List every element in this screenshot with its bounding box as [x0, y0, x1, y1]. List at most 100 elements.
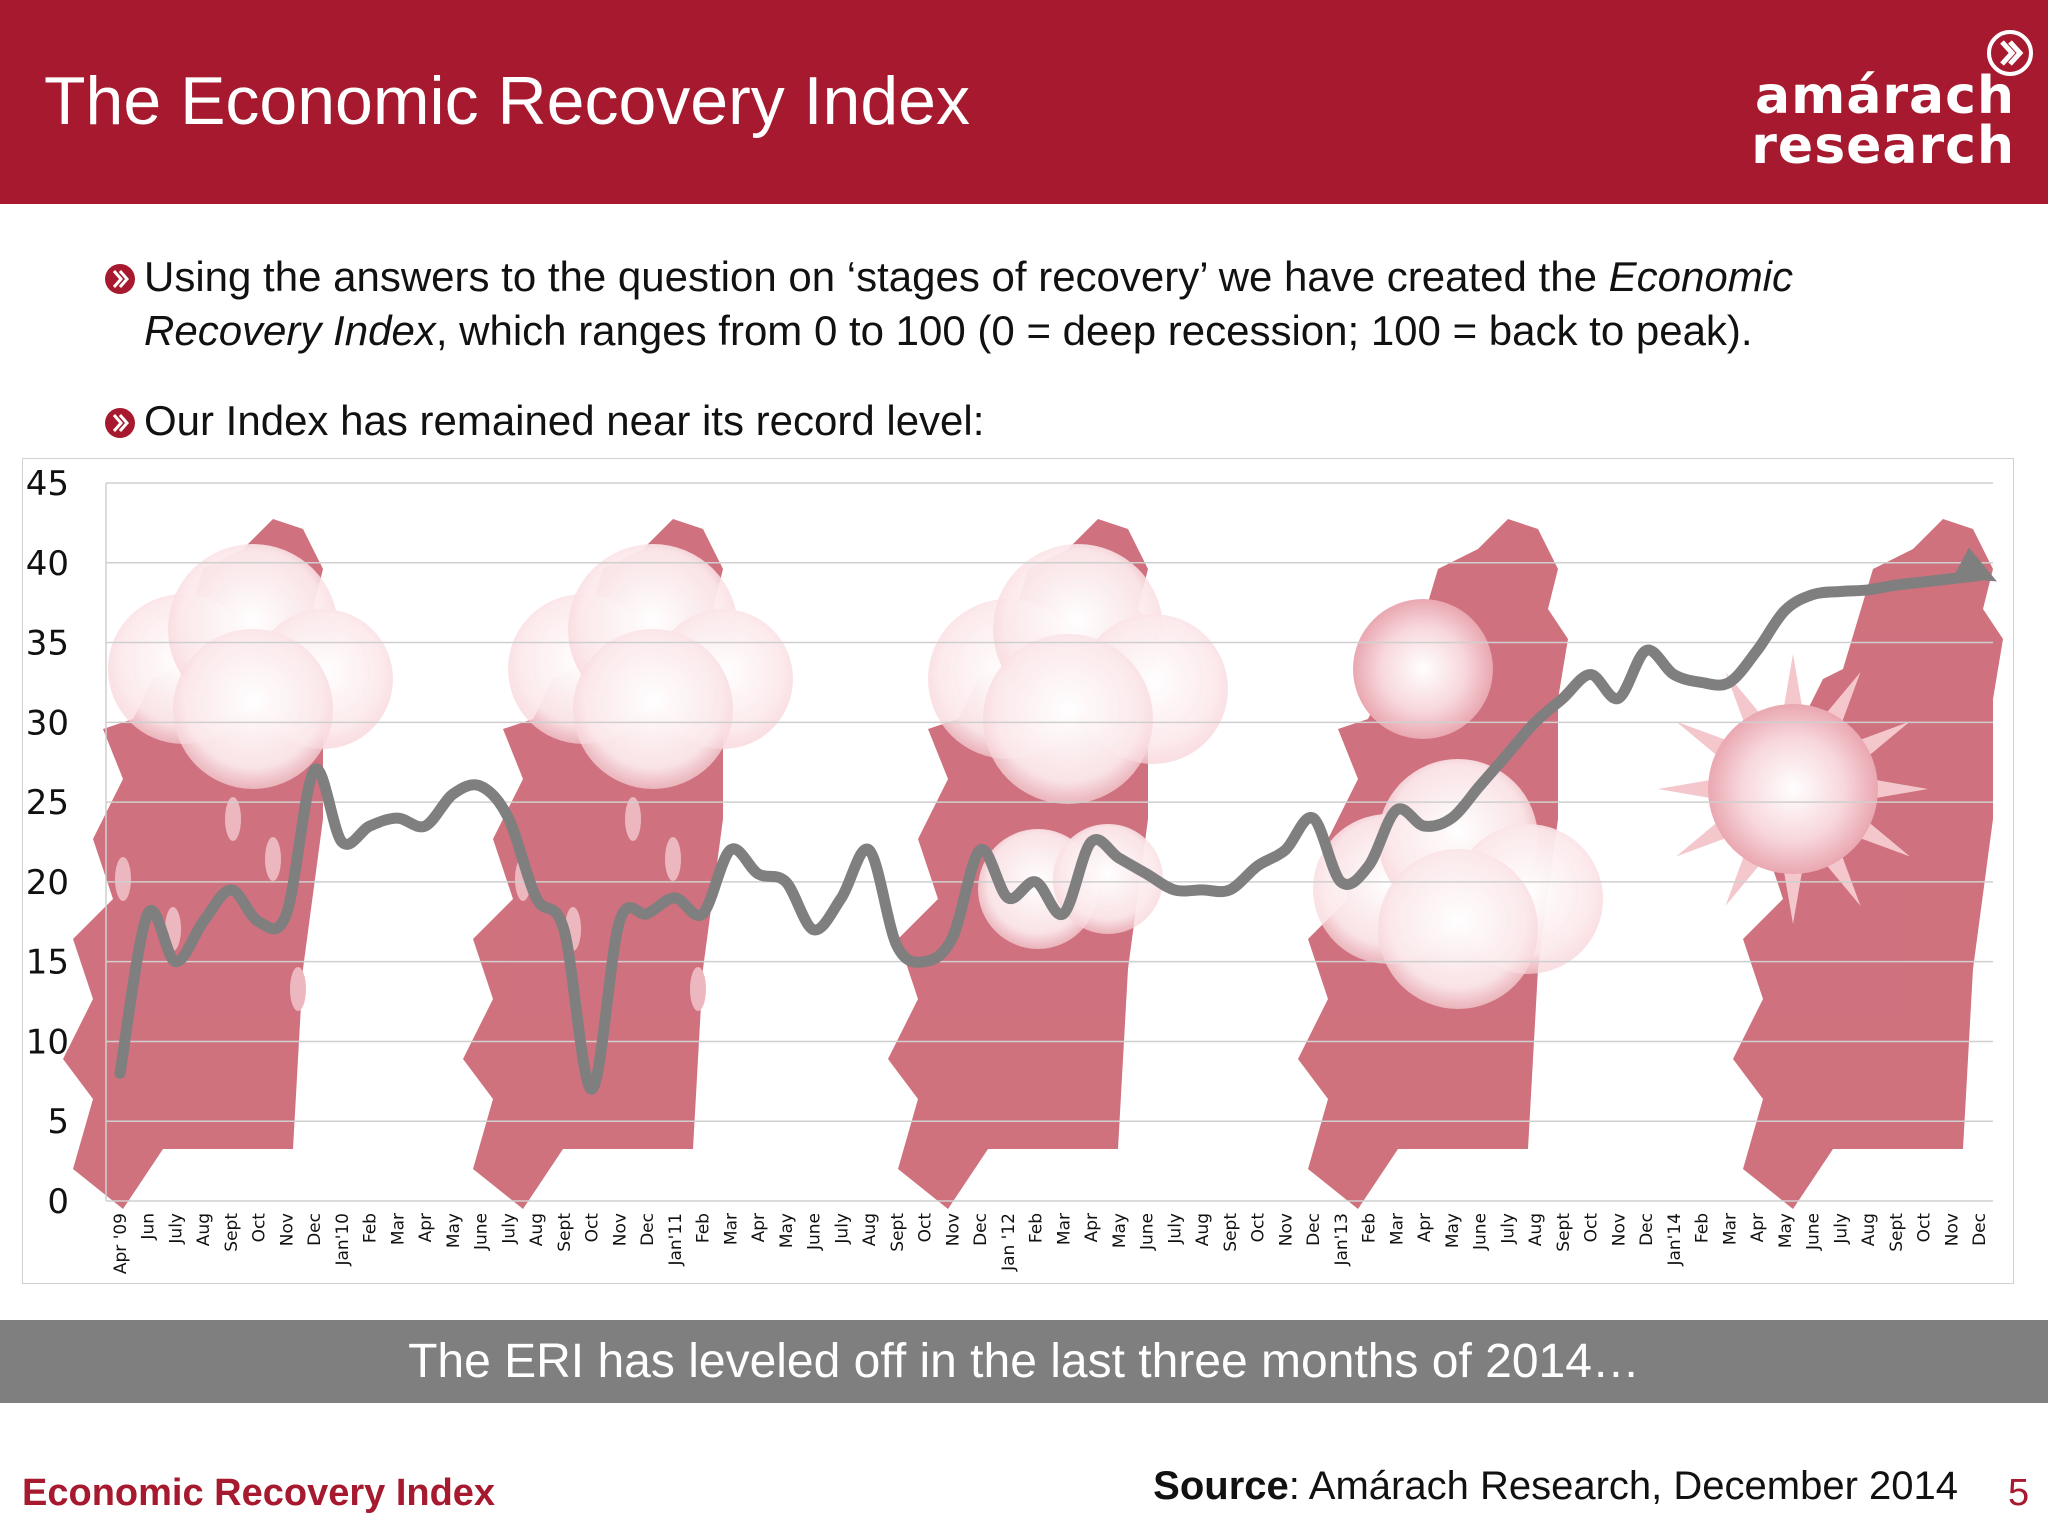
data-point: [1894, 584, 1897, 587]
x-tick-label: May: [1776, 1213, 1796, 1248]
x-tick-label: Oct: [1582, 1213, 1602, 1243]
bullet-text-emphasis: Recovery Index: [144, 307, 436, 354]
bullet-text-emphasis: Economic: [1608, 253, 1794, 300]
bullet-text: Using the answers to the question on ‘st…: [144, 250, 1793, 358]
x-tick-label: Feb: [361, 1213, 381, 1243]
slide-title: The Economic Recovery Index: [44, 63, 970, 139]
sun-icon: [1353, 599, 1493, 739]
data-point: [951, 936, 954, 939]
y-tick-label: 0: [47, 1182, 69, 1222]
map-rain-icon: [63, 519, 393, 1209]
y-tick-label: 10: [26, 1022, 69, 1062]
bullet-text-part: , which ranges from 0 to 100 (0 = deep r…: [435, 307, 1753, 354]
ireland-map-shape: [1733, 519, 2003, 1209]
data-point: [1201, 888, 1204, 891]
y-tick-label: 40: [26, 544, 69, 584]
eri-series: [114, 547, 1997, 1095]
data-point: [1117, 856, 1120, 859]
data-point: [562, 928, 565, 931]
data-point: [535, 896, 538, 899]
map-cloud-icon: [888, 519, 1228, 1209]
x-tick-label: Aug: [860, 1213, 880, 1246]
x-tick-label: July: [499, 1213, 519, 1245]
data-point: [1228, 888, 1231, 891]
x-tick-label: Sept: [222, 1213, 242, 1252]
raindrop-icon: [115, 857, 131, 901]
x-tick-label: Dec: [638, 1213, 658, 1246]
data-point: [1756, 649, 1759, 652]
x-tick-label: May: [444, 1213, 464, 1248]
data-point: [1062, 912, 1065, 915]
data-point: [1284, 848, 1287, 851]
x-tick-label: Sept: [1887, 1213, 1907, 1252]
data-point: [1700, 681, 1703, 684]
y-tick-label: 45: [26, 464, 69, 504]
x-tick-label: Apr: [416, 1213, 436, 1242]
raindrop-icon: [225, 797, 241, 841]
x-tick-label: Apr '09: [111, 1213, 131, 1274]
data-point: [451, 793, 454, 796]
logo-text-amarach: amárach: [1755, 66, 2015, 126]
raindrop-icon: [665, 837, 681, 881]
x-axis-ticks: Apr '09 Jun July Aug Sept Oct Nov Dec Jan'10 Feb M…: [111, 1213, 1990, 1274]
x-tick-label: Oct: [250, 1213, 270, 1243]
x-tick-label: Dec: [1304, 1213, 1324, 1246]
data-point: [1534, 721, 1537, 724]
data-point: [202, 920, 205, 923]
x-tick-label: Apr: [1082, 1213, 1102, 1242]
sun-ray: [1824, 672, 1861, 726]
data-point: [1672, 673, 1675, 676]
data-point: [729, 848, 732, 851]
arrowhead-icon: [1953, 547, 1997, 582]
x-tick-label: Oct: [1249, 1213, 1269, 1243]
x-tick-label: July: [1831, 1213, 1851, 1245]
data-point: [1506, 753, 1509, 756]
data-point: [396, 817, 399, 820]
x-tick-label: Sept: [888, 1213, 908, 1252]
x-tick-label: July: [1498, 1213, 1518, 1245]
x-tick-label: Feb: [1027, 1213, 1047, 1243]
sun-ray: [1856, 721, 1910, 758]
sun-ray: [1872, 779, 1928, 799]
x-tick-label: Mar: [721, 1213, 741, 1245]
data-point: [479, 785, 482, 788]
data-point: [119, 1072, 121, 1075]
data-point: [313, 769, 316, 772]
data-point: [257, 920, 260, 923]
x-tick-label: Sept: [555, 1213, 575, 1252]
data-point: [424, 825, 427, 828]
data-point: [1839, 590, 1842, 593]
bullet-chevron-icon: [105, 264, 135, 294]
title-bar: The Economic Recovery Index amárach rese…: [0, 0, 2048, 204]
footer-label: Economic Recovery Index: [22, 1472, 496, 1514]
x-tick-label: Feb: [1693, 1213, 1713, 1243]
x-tick-label: May: [1443, 1213, 1463, 1248]
x-tick-label: Dec: [971, 1213, 991, 1246]
data-point: [868, 848, 871, 851]
data-point: [923, 960, 926, 963]
x-tick-label: June: [472, 1213, 492, 1251]
data-point: [1645, 649, 1648, 652]
bullet-text: Our Index has remained near its record l…: [144, 397, 985, 444]
x-tick-label: Nov: [1942, 1213, 1962, 1246]
x-tick-label: May: [777, 1213, 797, 1248]
data-point: [1312, 817, 1315, 820]
data-point: [1367, 864, 1370, 867]
source-label: Source: [1153, 1464, 1289, 1508]
x-tick-label: Jan'13: [1332, 1213, 1352, 1267]
amarach-logo: amárach research: [1751, 28, 2035, 178]
x-tick-label: Jan'11: [666, 1213, 686, 1267]
data-point: [1922, 580, 1925, 583]
data-point: [1256, 864, 1259, 867]
cloud-puff: [1378, 849, 1538, 1009]
x-tick-label: Dec: [1970, 1213, 1990, 1246]
cloud-puff: [983, 634, 1153, 804]
data-point: [1145, 872, 1148, 875]
page-number: 5: [2008, 1472, 2030, 1514]
data-point: [1561, 697, 1564, 700]
banner-text: The ERI has leveled off in the last thre…: [408, 1335, 1640, 1388]
weather-map-icons: [63, 519, 2003, 1209]
x-tick-label: Aug: [1859, 1213, 1879, 1246]
data-point: [1589, 673, 1592, 676]
x-tick-label: Mar: [1054, 1213, 1074, 1245]
